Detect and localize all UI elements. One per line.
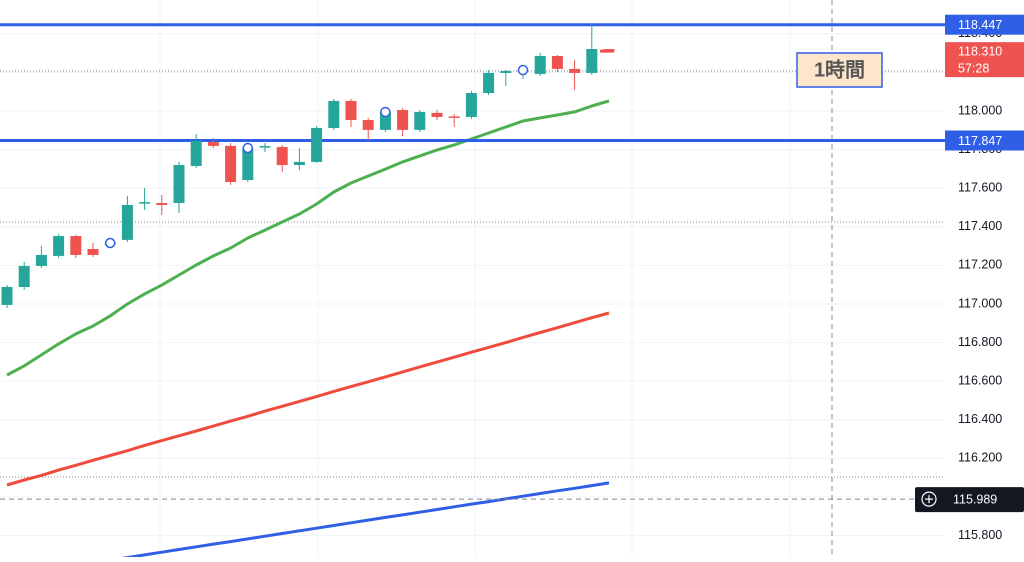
y-tick-label: 117.600 — [958, 180, 1002, 194]
y-tick-label: 118.600 — [958, 0, 1002, 1]
line-price-label: 118.447 — [958, 18, 1002, 32]
current-price-label: 118.310 — [958, 44, 1002, 58]
y-tick-label: 118.000 — [958, 103, 1002, 117]
candle-body — [225, 145, 237, 182]
candle-body — [431, 112, 443, 117]
annotation-text: 1時間 — [814, 57, 865, 81]
candle-body — [551, 55, 563, 69]
crosshair-label-box — [915, 487, 1024, 513]
candle-body — [569, 68, 581, 73]
candle-body — [1, 286, 13, 305]
candle-body — [500, 71, 512, 73]
annotation: 1時間 — [796, 52, 883, 88]
candle-body — [156, 203, 168, 205]
level-lines — [0, 70, 945, 478]
candle-body — [276, 147, 288, 166]
line-price-label-box — [945, 130, 1024, 151]
crosshair-label: 115.989 — [953, 492, 997, 506]
candle-body — [397, 110, 409, 130]
y-tick-label: 117.400 — [958, 219, 1002, 233]
candle-body — [448, 116, 460, 118]
line-price-label-box — [945, 14, 1024, 35]
moving-average-line — [6, 99, 610, 377]
candle-body — [121, 204, 133, 240]
event-marker — [104, 237, 116, 249]
crosshair-plus-icon — [921, 491, 937, 507]
price-axis: 115.800116.000116.200116.400116.600116.8… — [915, 0, 1024, 542]
y-tick-label: 116.800 — [958, 335, 1002, 349]
candle-body — [311, 127, 323, 162]
candle-body — [259, 146, 271, 148]
candle-body — [293, 161, 305, 166]
candle-body — [586, 49, 598, 73]
candle-body — [207, 142, 219, 146]
y-tick-label: 116.600 — [958, 373, 1002, 387]
candle-body — [534, 55, 546, 74]
candle-body — [379, 111, 391, 130]
candle-body — [70, 236, 82, 255]
y-tick-label: 117.200 — [958, 258, 1002, 272]
y-tick-label: 116.200 — [958, 451, 1002, 465]
candle-body — [173, 165, 185, 204]
candle-body — [414, 111, 426, 130]
candle-body — [18, 265, 30, 287]
candle-body — [345, 100, 357, 121]
candle-body — [362, 120, 374, 130]
y-tick-label: 117.000 — [958, 296, 1002, 310]
candle-body — [35, 254, 47, 266]
y-tick-label: 115.800 — [958, 528, 1002, 542]
candle-body — [483, 72, 495, 94]
countdown: 57:28 — [958, 61, 989, 75]
candle-body — [139, 202, 151, 204]
crosshair-plus — [925, 495, 933, 504]
candle-body — [242, 148, 254, 181]
candle-body — [328, 100, 340, 128]
candle-body — [465, 93, 477, 117]
event-marker — [242, 142, 254, 154]
candle-body — [190, 140, 202, 166]
moving-average-line — [6, 311, 610, 487]
y-tick-label: 116.400 — [958, 412, 1002, 426]
candle-body — [53, 236, 65, 256]
annotation-box — [796, 52, 883, 88]
line-price-label: 117.847 — [958, 134, 1002, 148]
event-marker — [380, 106, 391, 118]
moving-average-line — [121, 481, 610, 557]
event-marker — [517, 64, 529, 76]
plot — [0, 23, 945, 557]
current-price-box — [945, 42, 1024, 78]
candle-body — [87, 248, 99, 255]
